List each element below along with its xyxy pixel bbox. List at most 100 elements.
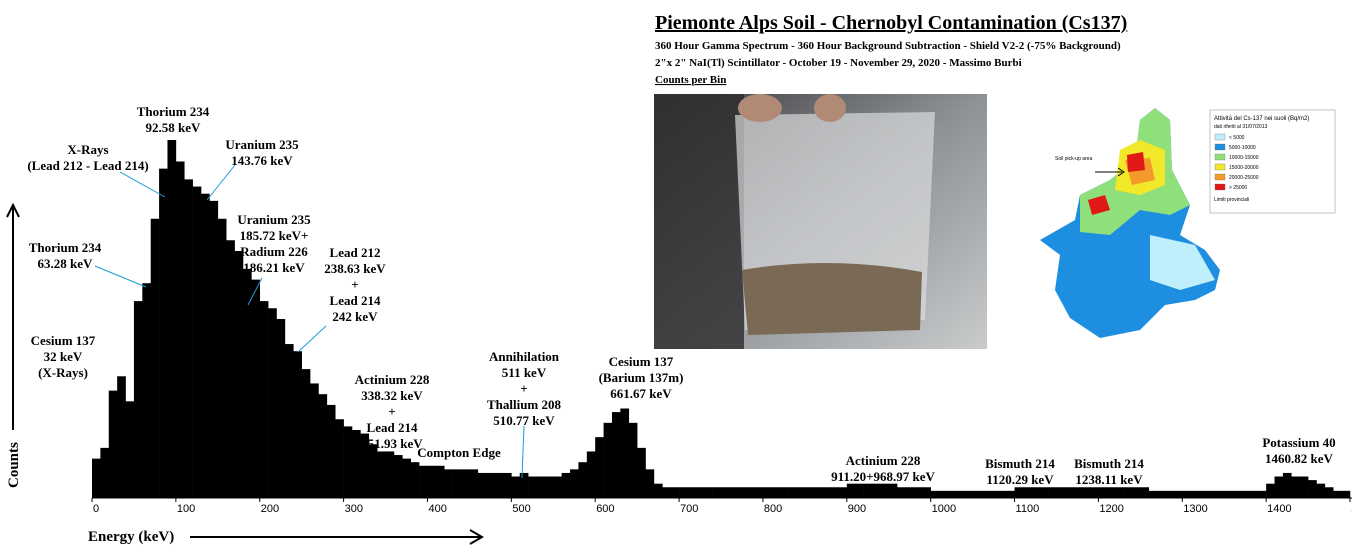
bar — [603, 422, 613, 498]
bar — [611, 412, 621, 498]
bar — [142, 283, 152, 498]
bar — [100, 447, 110, 498]
bar — [821, 487, 831, 498]
legend-label: Limiti provinciali — [1214, 197, 1249, 203]
y-axis-arrow-head — [6, 202, 20, 218]
bar — [762, 487, 772, 498]
annotation: Lead 214 — [330, 293, 381, 308]
bar — [1115, 487, 1124, 498]
bar — [452, 469, 462, 498]
bar — [410, 462, 420, 498]
annotation: Cesium 137 — [31, 333, 96, 348]
bar — [385, 451, 395, 498]
bar — [1240, 490, 1250, 498]
bar — [1157, 490, 1166, 498]
bar — [1291, 476, 1300, 498]
bar — [586, 451, 596, 498]
bar — [1022, 487, 1032, 498]
annotation: 510.77 keV — [493, 413, 555, 428]
legend-swatch — [1214, 163, 1226, 171]
annotation: Uranium 235 — [237, 212, 311, 227]
value-caption: Counts per Bin — [655, 74, 726, 86]
bar — [377, 451, 386, 498]
bar — [486, 472, 495, 498]
bar — [276, 319, 286, 498]
bar — [955, 490, 965, 498]
bar — [905, 487, 915, 498]
bar — [1224, 490, 1233, 498]
x-tick-label: 600 — [596, 503, 614, 515]
bar — [133, 301, 143, 498]
leader-line — [247, 277, 263, 306]
x-axis-arrow-head — [469, 529, 484, 545]
bar — [670, 487, 680, 498]
bar — [746, 487, 755, 498]
legend-label: 5000-10000 — [1229, 145, 1256, 151]
bar — [184, 179, 193, 498]
bar — [846, 483, 856, 498]
bar — [1165, 490, 1175, 498]
x-tick-label: 900 — [848, 503, 866, 515]
annotation: 238.63 keV — [324, 261, 386, 276]
annotation: 242 keV — [332, 309, 378, 324]
bar — [1131, 487, 1141, 498]
bar — [871, 483, 881, 498]
subtitle: 2"x 2" NaI(Tl) Scintillator - October 19… — [655, 57, 1022, 69]
annotation: 511 keV — [502, 365, 547, 380]
bar — [360, 433, 370, 498]
bar — [964, 490, 973, 498]
x-tick-label: 700 — [680, 503, 698, 515]
legend-label: 20000-25000 — [1229, 175, 1259, 181]
x-tick-label: 1400 — [1267, 503, 1291, 515]
bar — [679, 487, 688, 498]
leader-line — [206, 164, 236, 201]
bar — [1031, 487, 1040, 498]
bar — [1341, 490, 1351, 498]
bar — [913, 487, 923, 498]
annotation: Lead 212 — [330, 245, 381, 260]
bar — [217, 218, 227, 498]
x-tick-label: 0 — [93, 503, 99, 515]
bar — [1299, 476, 1309, 498]
annotation: 351.93 keV — [361, 436, 423, 451]
annotation: Actinium 228 — [355, 372, 430, 387]
bar — [1006, 490, 1015, 498]
bar — [494, 472, 504, 498]
leader-line — [94, 265, 147, 288]
bar — [637, 447, 646, 498]
bar — [92, 458, 101, 498]
sample-photo — [654, 94, 987, 349]
bar — [150, 218, 160, 498]
legend-swatch — [1214, 173, 1226, 181]
x-tick-label: 500 — [512, 503, 530, 515]
bar — [1282, 472, 1292, 498]
legend-label: 15000-20000 — [1229, 165, 1259, 171]
bar — [167, 140, 177, 498]
bar — [544, 476, 554, 498]
annotation: Potassium 40 — [1262, 435, 1335, 450]
bar — [779, 487, 789, 498]
bar — [1333, 490, 1342, 498]
bar — [268, 308, 277, 498]
bar — [477, 472, 487, 498]
bar — [351, 429, 361, 498]
bar — [251, 279, 261, 498]
x-axis-label: Energy (keV) — [88, 529, 174, 545]
bar — [561, 472, 571, 498]
bar — [159, 168, 168, 498]
legend-swatch — [1214, 133, 1226, 141]
map-legend-note: dati riferiti al 31/07/2013 — [1214, 124, 1268, 130]
bar — [511, 476, 521, 498]
legend-label: < 5000 — [1229, 135, 1245, 141]
bar — [721, 487, 730, 498]
bar — [972, 490, 982, 498]
contamination-map — [1040, 108, 1336, 338]
bar — [704, 487, 713, 498]
bar — [855, 483, 864, 498]
annotation: + — [351, 277, 358, 292]
bar — [402, 458, 411, 498]
leader-line — [297, 325, 327, 353]
bar — [393, 455, 403, 498]
bar — [1148, 490, 1158, 498]
annotation: 661.67 keV — [610, 386, 672, 401]
